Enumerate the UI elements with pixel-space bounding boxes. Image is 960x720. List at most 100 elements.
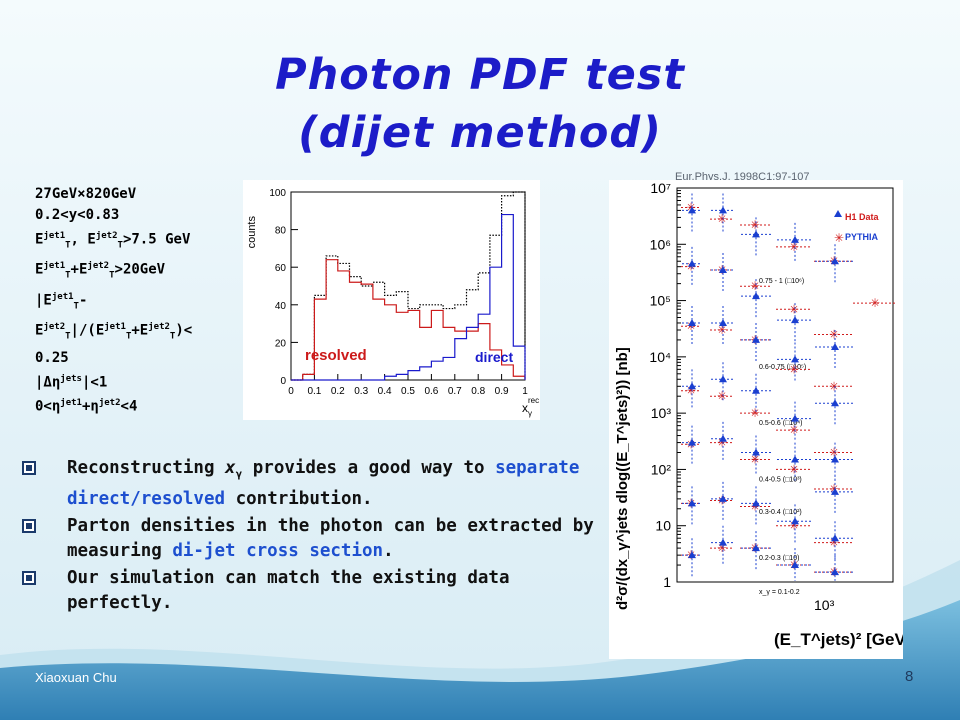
row-scale-label: 0.2-0.3 (□10) (759, 555, 799, 562)
pythia-point: ✳ (717, 436, 727, 450)
cut-et-asym-part2: Ejet2T|/(Ejet1T+Ejet2T)< (35, 322, 193, 342)
h1-frame (676, 187, 894, 583)
data-point-triangle (719, 318, 727, 326)
pythia-point: ✳ (750, 499, 760, 513)
h1-dijet-plot: 1 10 10² 10³ 10⁴ 10⁵ 10⁶ 10⁷ ✳ ✳ ✳ ✳ ✳ ✳ ✳ 0.75 - 1 (□… (614, 180, 917, 649)
h1-xlabel: (E_T^jets)² [GeV²] (774, 630, 903, 649)
data-point-triangle (688, 318, 696, 326)
xgamma-histogram: 0 0.1 0.2 0.3 0.4 0.5 0.6 0.7 0.8 0.9 1 0 20 40 60 80 10… (246, 188, 539, 418)
pythia-point: ✳ (789, 302, 799, 316)
label-direct: direct (475, 349, 513, 365)
data-point-triangle (752, 448, 760, 456)
h1-ytick-label: 10³ (651, 405, 672, 421)
pythia-point: ✳ (717, 389, 727, 403)
hist-xlabel-sup: rec (528, 396, 539, 405)
pythia-point: ✳ (829, 482, 839, 496)
data-point-triangle (791, 414, 799, 422)
hist-xtick-label: 0.4 (378, 386, 392, 397)
pythia-point: ✳ (789, 423, 799, 437)
data-point-triangle (752, 386, 760, 394)
pythia-point: ✳ (789, 240, 799, 254)
cut-delta-eta: |Δηjets|<1 (35, 373, 108, 391)
hist-xtick-label: 0.9 (495, 386, 509, 397)
bullet-list: Reconstructing xγ provides a good way to… (20, 456, 610, 618)
pythia-point: ✳ (717, 323, 727, 337)
slide-title-line1: Photon PDF test (275, 50, 685, 100)
pythia-point: ✳ (789, 519, 799, 533)
hist-ytick-label: 60 (275, 263, 287, 274)
row-scale-label: 0.75 - 1 (□10⁶) (759, 278, 804, 285)
h1-xtick-1e3: 10³ (814, 597, 835, 613)
hist-xtick-label: 0.7 (448, 386, 462, 397)
hist-ytick-label: 20 (275, 338, 287, 349)
row-scale-label: 0.5-0.6 (□10⁴) (759, 420, 802, 427)
data-point-triangle (752, 230, 760, 238)
xgamma-histogram-panel: 0 0.1 0.2 0.3 0.4 0.5 0.6 0.7 0.8 0.9 1 0 20 40 60 80 10… (243, 180, 540, 420)
hist-ytick-label: 40 (275, 301, 287, 312)
h1-ylabel: d²σ/(dx_γ^jets dlog((E_T^jets)²)) [nb] (614, 347, 631, 610)
pythia-point: ✳ (686, 384, 696, 398)
pythia-point: ✳ (750, 406, 760, 420)
cut-et-sum: Ejet1T+Ejet2T>20GeV (35, 261, 166, 281)
data-point-triangle (791, 355, 799, 363)
pythia-point: ✳ (789, 462, 799, 476)
data-point-triangle (791, 316, 799, 324)
data-point-triangle (719, 494, 727, 502)
h1-ytick-label: 1 (663, 574, 671, 590)
cut-y-range: 0.2<y<0.83 (35, 207, 120, 223)
row-scale-label: 0.6-0.75 (□10⁵) (759, 364, 806, 371)
bullet-item-2: Parton densities in the photon can be ex… (20, 514, 610, 564)
bullet-item-1: Reconstructing xγ provides a good way to… (20, 456, 610, 512)
hist-series-total (291, 191, 526, 381)
hist-ytick-label: 100 (269, 188, 286, 199)
data-point-triangle (831, 257, 839, 265)
data-point-triangle (688, 438, 696, 446)
hist-xtick-label: 0 (288, 386, 294, 397)
data-point-triangle (752, 499, 760, 507)
legend-h1-data: H1 Data (845, 212, 880, 222)
data-point-triangle (791, 561, 799, 569)
data-point-triangle (688, 206, 696, 214)
data-point-triangle (831, 568, 839, 576)
hist-xtick-label: 0.2 (331, 386, 345, 397)
row-scale-label: 0.3-0.4 (□10²) (759, 509, 802, 516)
hist-series-direct (291, 213, 526, 381)
footer-author: Xiaoxuan Chu (35, 670, 117, 685)
pythia-point: ✳ (686, 201, 696, 215)
data-point-triangle (688, 382, 696, 390)
pythia-point: ✳ (829, 379, 839, 393)
bullet-item-3: Our simulation can match the existing da… (20, 566, 610, 616)
h1-ytick-label: 10⁴ (649, 349, 671, 365)
cut-beam-energy: 27GeV×820GeV (35, 186, 137, 202)
legend-star-icon: ✳ (834, 231, 844, 245)
bullet-checkbox-icon (22, 518, 36, 533)
pythia-point: ✳ (870, 296, 880, 310)
cut-et-asym-part1: |Ejet1T- (35, 291, 88, 312)
hist-xtick-label: 0.5 (401, 386, 415, 397)
hist-xtick-label: 1 (522, 386, 528, 397)
data-point-triangle (719, 538, 727, 546)
hist-xlabel-sub: γ (528, 409, 532, 418)
data-point-triangle (719, 434, 727, 442)
data-point-triangle (719, 206, 727, 214)
h1-ytick-label: 10⁵ (650, 293, 671, 309)
pythia-point: ✳ (829, 445, 839, 459)
h1-ytick-label: 10 (655, 518, 671, 534)
pythia-point: ✳ (750, 453, 760, 467)
data-point-triangle (831, 487, 839, 495)
row-scale-label: 0.4-0.5 (□10³) (759, 477, 802, 484)
row-scale-label: x_γ = 0.1-0.2 (759, 589, 800, 596)
page-number: 8 (905, 668, 914, 685)
data-point-triangle (688, 259, 696, 267)
data-point-triangle (688, 551, 696, 559)
data-point-triangle (831, 534, 839, 542)
bullet-checkbox-icon (22, 570, 36, 585)
data-point-triangle (791, 455, 799, 463)
hist-ylabel: counts (246, 216, 258, 249)
data-point-triangle (719, 265, 727, 273)
pythia-point: ✳ (717, 541, 727, 555)
h1-ytick-label: 10⁷ (650, 180, 671, 196)
data-point-triangle (831, 399, 839, 407)
data-point-triangle (831, 342, 839, 350)
